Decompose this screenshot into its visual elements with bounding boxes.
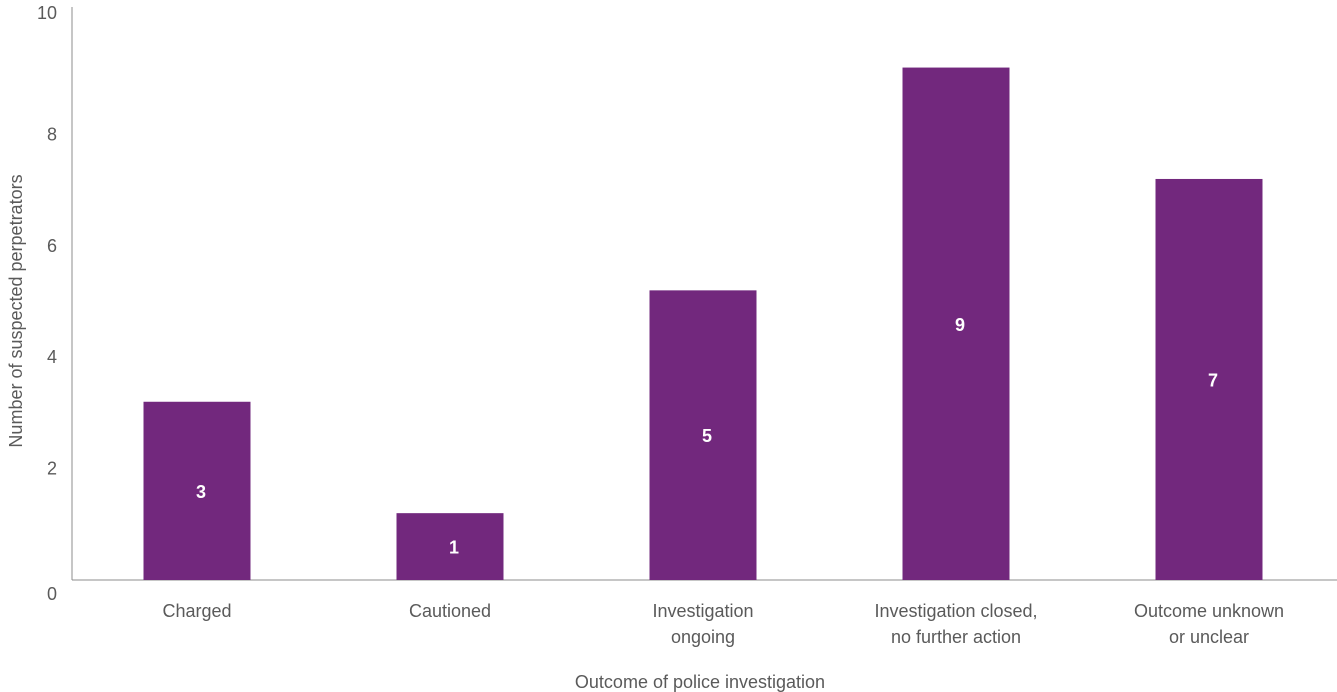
y-tick-label: 6 (47, 236, 57, 256)
x-axis-title: Outcome of police investigation (575, 672, 825, 692)
bar (902, 67, 1010, 580)
bars (143, 67, 1263, 580)
data-label: 7 (1208, 370, 1218, 390)
bar (1155, 178, 1263, 580)
data-label: 5 (702, 426, 712, 446)
category-label: Outcome unknown (1134, 601, 1284, 621)
category-label: Investigation (652, 601, 753, 621)
data-labels: 3 1 5 9 7 (196, 315, 1218, 558)
y-tick-label: 10 (37, 3, 57, 23)
y-tick-label: 4 (47, 347, 57, 367)
category-label: ongoing (671, 627, 735, 647)
y-tick-label: 8 (47, 124, 57, 144)
bar (143, 401, 251, 580)
category-label: or unclear (1169, 627, 1249, 647)
category-label: Charged (162, 601, 231, 621)
data-label: 1 (449, 538, 459, 558)
data-label: 9 (955, 315, 965, 335)
bar (649, 290, 757, 580)
category-label: Cautioned (409, 601, 491, 621)
category-label: no further action (891, 627, 1021, 647)
bar (396, 513, 504, 580)
category-label: Investigation closed, (874, 601, 1037, 621)
y-axis: 0 2 4 6 8 10 (37, 3, 73, 604)
y-axis-title: Number of suspected perpetrators (6, 174, 26, 447)
y-tick-label: 0 (47, 584, 57, 604)
data-label: 3 (196, 482, 206, 502)
y-tick-label: 2 (47, 459, 57, 479)
category-labels: Charged Cautioned Investigation ongoing Inve… (162, 601, 1284, 647)
